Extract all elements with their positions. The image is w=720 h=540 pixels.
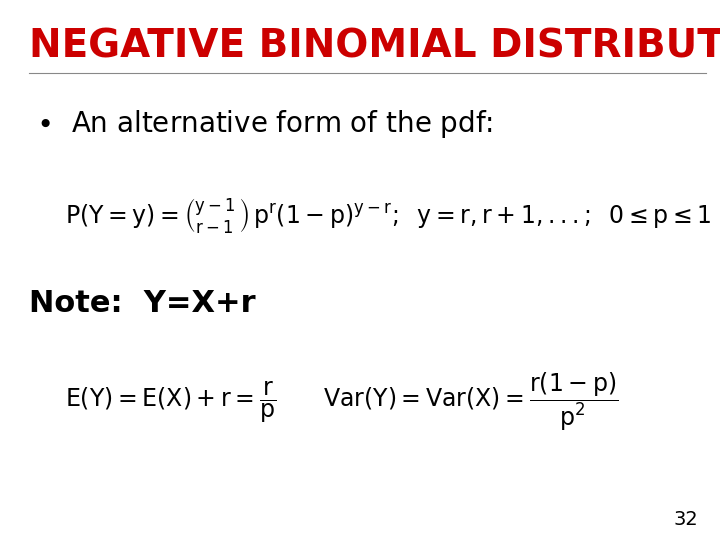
Text: $\bullet$  An alternative form of the pdf:: $\bullet$ An alternative form of the pdf…: [36, 108, 493, 140]
Text: $\mathrm{P(Y=y)=\binom{y-1}{r-1}\,p^r(1-p)^{y-r};\;\;y=r,r+1,...;\;\;0\leq p\leq: $\mathrm{P(Y=y)=\binom{y-1}{r-1}\,p^r(1-…: [65, 197, 711, 236]
Text: Note:  Y=X+r: Note: Y=X+r: [29, 289, 256, 318]
Text: NEGATIVE BINOMIAL DISTRIBUTION: NEGATIVE BINOMIAL DISTRIBUTION: [29, 27, 720, 65]
Text: 32: 32: [674, 510, 698, 529]
Text: $\mathrm{E(Y)=E(X)+r=\dfrac{r}{p}\qquadVar(Y)=Var(X)=\dfrac{r(1-p)}{p^2}}$: $\mathrm{E(Y)=E(X)+r=\dfrac{r}{p}\qquadV…: [65, 370, 618, 433]
